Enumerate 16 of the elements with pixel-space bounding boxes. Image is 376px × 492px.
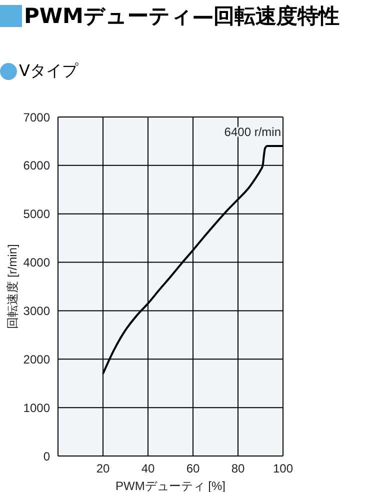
y-tick-label: 2000 xyxy=(23,352,50,366)
y-tick-label: 5000 xyxy=(23,207,50,222)
y-axis-title: 回転速度 [r/min] xyxy=(5,244,20,329)
chart-title: PWMデューティ—回転速度特性 xyxy=(24,3,340,30)
y-tick-label: 7000 xyxy=(23,110,50,124)
y-tick-label: 3000 xyxy=(23,304,50,318)
x-tick-label: 80 xyxy=(231,462,245,476)
y-tick-label: 0 xyxy=(43,449,50,464)
y-tick-label: 6000 xyxy=(23,158,50,173)
x-tick-label: 100 xyxy=(272,462,294,476)
y-tick-label: 4000 xyxy=(23,256,50,270)
x-tick-label: 40 xyxy=(141,462,155,476)
chart-subtitle: Vタイプ xyxy=(19,61,78,82)
x-tick-label: 60 xyxy=(186,462,200,476)
x-tick-label: 20 xyxy=(96,462,110,476)
y-tick-label: 1000 xyxy=(23,400,50,415)
